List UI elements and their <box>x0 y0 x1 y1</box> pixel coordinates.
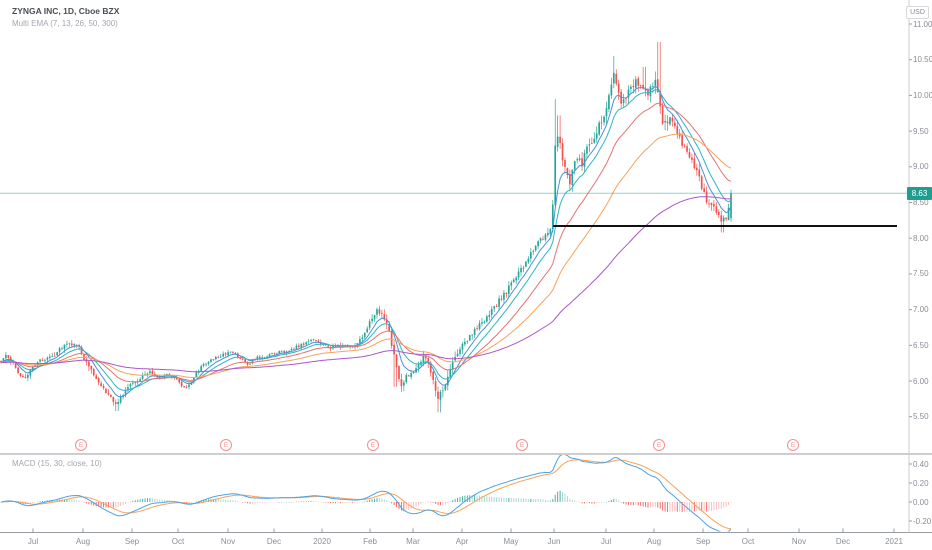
earnings-marker[interactable]: E <box>367 439 379 451</box>
price-axis-label: 9.00 <box>913 162 929 172</box>
time-axis-label: Dec <box>266 537 282 546</box>
main-price-pane[interactable] <box>0 41 732 413</box>
svg-text:E: E <box>224 442 229 449</box>
time-axis-label: Oct <box>171 537 185 546</box>
svg-text:E: E <box>791 442 796 449</box>
ema-line-13[interactable] <box>0 89 732 391</box>
main-pane-legend: ZYNGA INC, 1D, Cboe BZX Multi EMA (7, 13… <box>12 5 119 30</box>
svg-text:E: E <box>371 442 376 449</box>
macd-signal-line <box>0 459 732 530</box>
time-axis-label: Jul <box>600 537 612 546</box>
time-axis-label: Nov <box>791 537 807 546</box>
time-axis-label: May <box>503 537 519 546</box>
earnings-marker[interactable]: E <box>220 439 232 451</box>
ema-line-50[interactable] <box>0 133 732 378</box>
macd-axis-label: -0.20 <box>913 516 932 526</box>
earnings-marker[interactable]: E <box>75 439 87 451</box>
price-axis-label: 5.50 <box>913 412 929 422</box>
svg-text:E: E <box>79 442 84 449</box>
macd-indicator-label[interactable]: MACD (15, 30, close, 10) <box>12 459 102 468</box>
price-axis-label: 10.00 <box>913 90 932 100</box>
macd-axis-label: 0.40 <box>913 459 929 469</box>
time-axis-label: Oct <box>741 537 755 546</box>
time-axis-label: Apr <box>455 537 469 546</box>
macd-pane[interactable] <box>0 455 732 533</box>
time-axis-label: Sep <box>695 537 711 546</box>
macd-line <box>0 455 732 532</box>
time-axis-label: Nov <box>220 537 236 546</box>
price-axis-label: 7.50 <box>913 269 929 279</box>
time-axis-label: Aug <box>75 537 91 546</box>
price-axis-label: 11.00 <box>913 19 932 29</box>
macd-axis-label: 0.00 <box>913 497 929 507</box>
svg-text:E: E <box>657 442 662 449</box>
earnings-marker[interactable]: E <box>787 439 799 451</box>
price-axis-label: 8.00 <box>913 233 929 243</box>
time-axis-label: Feb <box>363 537 377 546</box>
time-axis-label: Jul <box>27 537 39 546</box>
symbol-title[interactable]: ZYNGA INC, 1D, Cboe BZX <box>12 6 120 16</box>
time-axis-label: Jun <box>547 537 561 546</box>
currency-button[interactable]: USD <box>906 6 929 19</box>
indicator-label[interactable]: Multi EMA (7, 13, 26, 50, 300) <box>12 19 118 28</box>
earnings-marker[interactable]: E <box>653 439 665 451</box>
price-axis-label: 9.50 <box>913 126 929 136</box>
price-axis-label: 6.50 <box>913 340 929 350</box>
time-axis-label: 2020 <box>313 537 331 546</box>
last-price-label: 8.63 <box>907 186 932 200</box>
price-axis-label: 6.00 <box>913 376 929 386</box>
time-axis-label: Dec <box>835 537 851 546</box>
svg-text:E: E <box>520 442 525 449</box>
price-axis-label: 7.00 <box>913 305 929 315</box>
time-axis-label: 2021 <box>885 537 903 546</box>
time-axis-label: Aug <box>646 537 662 546</box>
ema-line-300[interactable] <box>0 196 732 373</box>
time-axis-label: Sep <box>124 537 140 546</box>
price-axis-label: 10.50 <box>913 55 932 65</box>
time-axis-label: Mar <box>406 537 420 546</box>
ema-line-7[interactable] <box>0 85 732 398</box>
price-axis-label: 8.50 <box>913 198 929 207</box>
macd-axis-label: 0.20 <box>913 478 929 488</box>
ema-line-26[interactable] <box>0 102 732 383</box>
earnings-marker[interactable]: E <box>516 439 528 451</box>
